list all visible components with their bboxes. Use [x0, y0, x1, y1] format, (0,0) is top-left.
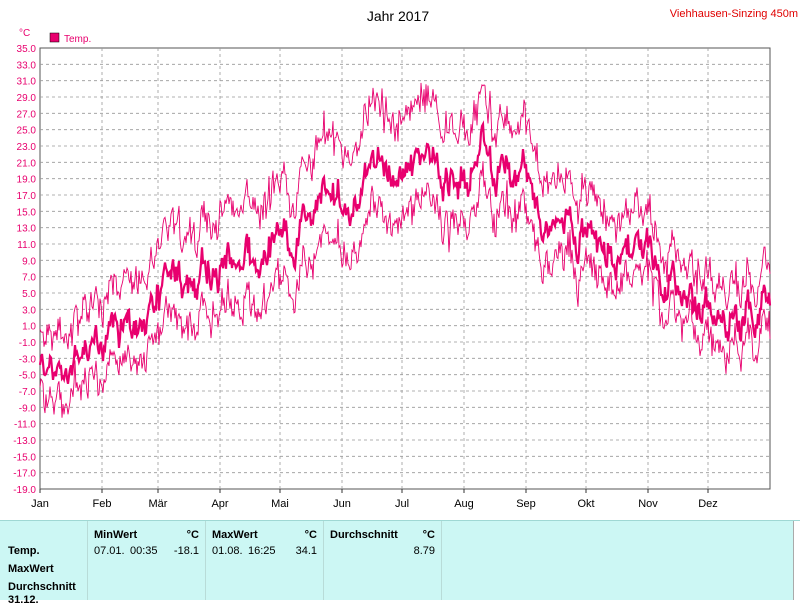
y-tick-label: 5.0	[22, 289, 36, 300]
y-tick-label: 11.0	[17, 240, 36, 251]
y-tick-label: 15.0	[17, 207, 37, 218]
avg-value: 8.79	[413, 545, 435, 557]
row-label-maxwert: MaxWert	[8, 563, 54, 575]
max-header: MaxWert	[212, 529, 258, 541]
y-tick-label: 21.0	[17, 158, 37, 169]
y-tick-label: -7.0	[19, 387, 37, 398]
month-label: Jan	[31, 498, 49, 510]
min-unit: °C	[186, 529, 199, 541]
mean-temperature-line	[38, 120, 772, 385]
month-label: Apr	[211, 498, 228, 510]
month-label: Mai	[271, 498, 289, 510]
y-tick-label: 3.0	[22, 305, 36, 316]
row-label-durchschnitt: Durchschnitt	[8, 581, 76, 593]
y-tick-label: 7.0	[22, 273, 36, 284]
y-tick-label: -19.0	[13, 485, 36, 496]
y-tick-label: 29.0	[17, 93, 37, 104]
month-label: Sep	[516, 498, 536, 510]
month-label: Jul	[395, 498, 409, 510]
month-label: Feb	[93, 498, 112, 510]
min-value: -18.1	[173, 545, 199, 557]
y-tick-label: 35.0	[17, 44, 37, 55]
y-tick-label: -5.0	[19, 371, 37, 382]
vertical-scrollbar[interactable]	[793, 521, 800, 600]
min-date: 07.01.	[94, 545, 125, 557]
temperature-chart: Jahr 2017 Viehhausen-Sinzing 450m °C Temp. 3…	[13, 8, 798, 510]
y-tick-label: 27.0	[17, 109, 37, 120]
y-tick-label: 31.0	[17, 77, 37, 88]
y-tick-label: -13.0	[13, 436, 36, 447]
max-time: 16:25	[248, 545, 276, 557]
y-tick-label: 25.0	[17, 126, 37, 137]
month-label: Mär	[149, 498, 168, 510]
min-header: MinWert	[94, 529, 138, 541]
y-tick-label: 17.0	[17, 191, 37, 202]
stats-label-column: Temp. MaxWert Durchschnitt 31.12.	[0, 521, 88, 606]
max-unit: °C	[304, 529, 317, 541]
month-label: Nov	[638, 498, 658, 510]
min-time: 00:35	[130, 545, 158, 557]
y-tick-label: 13.0	[17, 224, 37, 235]
legend-label: Temp.	[64, 34, 91, 45]
row-label-date: 31.12.	[8, 594, 39, 606]
max-date: 01.08.	[212, 545, 243, 557]
y-tick-label: -3.0	[19, 354, 37, 365]
avg-column: Durchschnitt °C 8.79	[324, 521, 442, 600]
max-column: MaxWert °C 01.08. 16:25 34.1	[206, 521, 324, 600]
y-tick-label: -11.0	[14, 420, 36, 431]
y-tick-label: -1.0	[19, 338, 37, 349]
y-tick-label: 1.0	[22, 322, 36, 333]
chart-title: Jahr 2017	[367, 8, 429, 24]
month-label: Aug	[454, 498, 474, 510]
month-label: Okt	[577, 498, 594, 510]
y-tick-label: -9.0	[19, 403, 37, 414]
avg-unit: °C	[422, 529, 435, 541]
max-temperature-line	[39, 82, 771, 351]
station-label: Viehhausen-Sinzing 450m	[670, 8, 798, 20]
min-temperature-line	[39, 161, 771, 418]
max-value: 34.1	[295, 545, 317, 557]
y-tick-label: -15.0	[13, 452, 36, 463]
legend-swatch	[49, 32, 60, 43]
stats-panel: Temp. MaxWert Durchschnitt 31.12. MinWer…	[0, 520, 800, 606]
min-column: MinWert °C 07.01. 00:35 -18.1	[88, 521, 206, 600]
y-tick-label: 19.0	[17, 175, 37, 186]
avg-header: Durchschnitt	[330, 529, 398, 541]
month-label: Jun	[333, 498, 351, 510]
y-tick-label: 9.0	[22, 256, 36, 267]
month-label: Dez	[698, 498, 718, 510]
y-tick-label: -17.0	[13, 469, 36, 480]
y-axis-unit: °C	[19, 28, 30, 39]
row-label-temp: Temp.	[8, 545, 40, 557]
y-tick-label: 23.0	[17, 142, 37, 153]
y-tick-label: 33.0	[17, 60, 37, 71]
